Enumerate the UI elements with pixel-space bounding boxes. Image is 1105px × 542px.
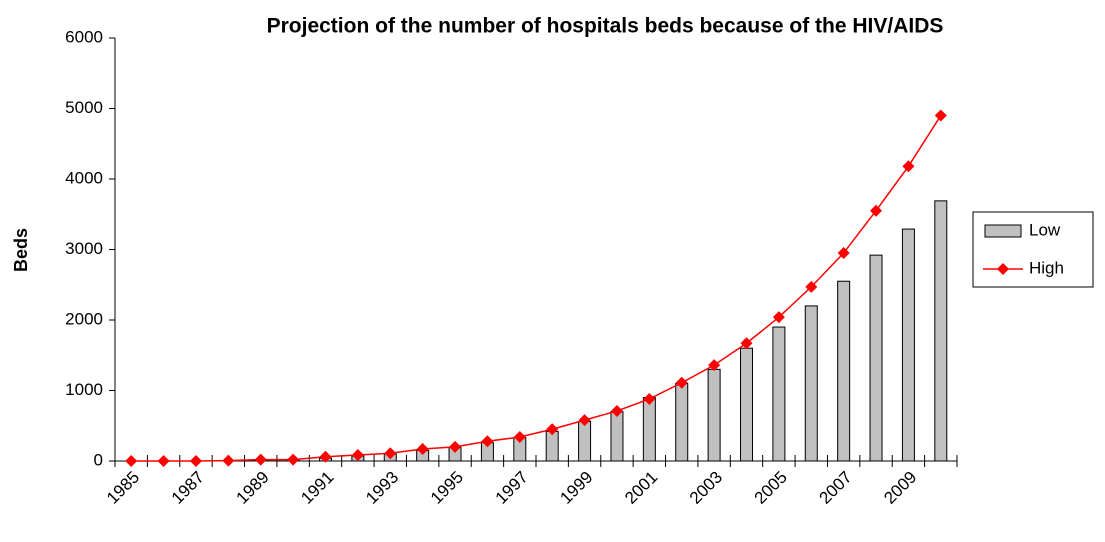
legend-box bbox=[972, 211, 1094, 288]
marker bbox=[351, 449, 364, 462]
bar bbox=[740, 347, 753, 462]
marker bbox=[772, 311, 785, 324]
x-tick-label: 1999 bbox=[556, 468, 596, 508]
marker bbox=[449, 440, 462, 453]
legend-swatch bbox=[984, 224, 1022, 238]
legend-marker bbox=[997, 263, 1009, 275]
marker bbox=[837, 247, 850, 260]
bar bbox=[642, 397, 656, 462]
x-tick-label: 2003 bbox=[686, 468, 726, 508]
marker bbox=[481, 435, 494, 448]
bar bbox=[772, 326, 786, 462]
x-tick-label: 1993 bbox=[362, 468, 402, 508]
y-tick-label: 1000 bbox=[65, 380, 103, 399]
x-tick-label: 2009 bbox=[880, 468, 920, 508]
y-tick-label: 4000 bbox=[65, 168, 103, 187]
bar bbox=[578, 421, 592, 462]
y-tick-label: 6000 bbox=[65, 27, 103, 46]
legend-label: High bbox=[1029, 258, 1064, 277]
bar bbox=[675, 382, 689, 462]
bar bbox=[610, 411, 624, 462]
x-tick-label: 1987 bbox=[168, 468, 208, 508]
marker bbox=[610, 404, 623, 417]
x-tick-label: 1985 bbox=[103, 468, 143, 508]
marker bbox=[643, 392, 656, 405]
marker bbox=[416, 443, 429, 456]
bar bbox=[804, 305, 818, 462]
marker bbox=[546, 423, 559, 436]
y-tick-label: 5000 bbox=[65, 98, 103, 117]
bar bbox=[901, 228, 915, 462]
marker bbox=[384, 447, 397, 460]
y-tick-label: 0 bbox=[94, 450, 103, 469]
x-tick-label: 1997 bbox=[492, 468, 532, 508]
marker bbox=[189, 455, 202, 467]
x-tick-label: 1989 bbox=[233, 468, 273, 508]
x-tick-label: 1991 bbox=[297, 468, 337, 508]
bar bbox=[545, 430, 559, 462]
marker bbox=[675, 376, 688, 389]
marker bbox=[287, 453, 300, 466]
x-tick-label: 2007 bbox=[815, 468, 855, 508]
chart-title: Projection of the number of hospitals be… bbox=[267, 15, 944, 38]
y-tick-label: 2000 bbox=[65, 309, 103, 328]
marker bbox=[254, 453, 267, 466]
marker bbox=[319, 450, 332, 463]
marker bbox=[740, 337, 753, 350]
marker bbox=[157, 455, 170, 467]
y-axis-title: Beds bbox=[11, 228, 31, 272]
marker bbox=[125, 455, 138, 467]
marker bbox=[805, 280, 818, 293]
marker bbox=[934, 109, 947, 122]
marker bbox=[513, 431, 526, 444]
line bbox=[131, 115, 942, 462]
bar bbox=[934, 200, 948, 462]
marker bbox=[870, 204, 883, 217]
bar bbox=[707, 368, 721, 462]
x-tick-label: 2005 bbox=[751, 468, 791, 508]
x-tick-label: 1995 bbox=[427, 468, 467, 508]
bar bbox=[869, 254, 883, 462]
legend-label: Low bbox=[1029, 220, 1061, 239]
x-tick-label: 2001 bbox=[621, 468, 661, 508]
marker bbox=[578, 414, 591, 427]
bar bbox=[837, 280, 851, 462]
marker bbox=[222, 454, 235, 467]
y-tick-label: 3000 bbox=[65, 239, 103, 258]
marker bbox=[708, 359, 721, 372]
marker bbox=[902, 160, 915, 173]
